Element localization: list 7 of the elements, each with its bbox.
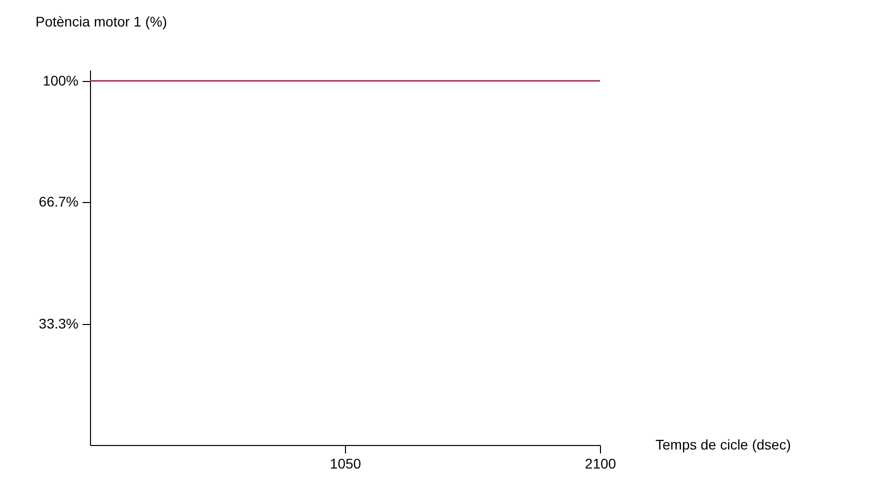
x-axis-title: Temps de cicle (dsec): [656, 436, 791, 452]
x-tick-label: 2100: [584, 456, 616, 472]
y-tick-label: 100%: [42, 72, 78, 88]
y-axis-title: Potència motor 1 (%): [36, 14, 167, 30]
y-tick-label: 33.3%: [38, 315, 78, 332]
x-tick-label: 1050: [330, 456, 362, 472]
y-tick-label: 66.7%: [38, 194, 78, 210]
